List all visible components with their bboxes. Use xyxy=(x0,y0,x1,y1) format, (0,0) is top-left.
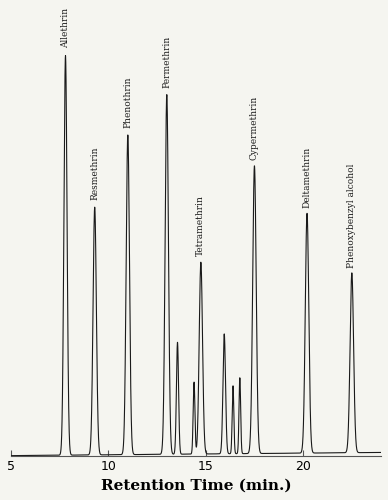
Text: Allethrin: Allethrin xyxy=(61,8,70,48)
Text: Deltamethrin: Deltamethrin xyxy=(303,146,312,208)
Text: Phenothrin: Phenothrin xyxy=(123,76,132,128)
Text: Cypermethrin: Cypermethrin xyxy=(250,96,259,160)
Text: Tetramethrin: Tetramethrin xyxy=(196,195,205,256)
Text: Permethrin: Permethrin xyxy=(162,36,171,88)
X-axis label: Retention Time (min.): Retention Time (min.) xyxy=(101,479,291,493)
Text: Resmethrin: Resmethrin xyxy=(90,146,99,200)
Text: Phenoxybenzyl alcohol: Phenoxybenzyl alcohol xyxy=(347,164,356,268)
